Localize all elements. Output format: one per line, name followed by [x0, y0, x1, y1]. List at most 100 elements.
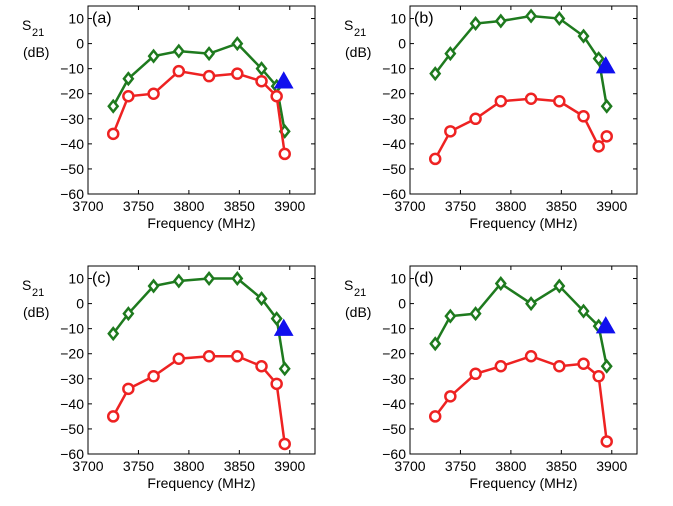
- y-axis-label-main: S: [344, 17, 353, 33]
- x-tick-label: 3900: [596, 198, 627, 214]
- y-axis-label-sub: 21: [354, 287, 366, 299]
- data-point-circle: [255, 360, 268, 373]
- y-tick-label: −50: [382, 421, 406, 437]
- data-point-circle: [600, 130, 613, 143]
- chart-panel-3: 3700 3750 3800 3850 3900 10 0 −10 −20 −30 −40 −50 −6…: [22, 265, 316, 491]
- y-axis-label-main: S: [22, 17, 31, 33]
- y-axis-label-unit: (dB): [345, 44, 371, 60]
- data-point-diamond: [553, 11, 566, 27]
- y-tick-label: −30: [382, 111, 406, 127]
- y-tick-label: 0: [398, 36, 406, 52]
- data-point-diamond: [147, 48, 160, 64]
- data-point-circle: [494, 360, 508, 373]
- series-triangle: [595, 56, 616, 74]
- data-point-diamond: [429, 336, 442, 352]
- series-line: [112, 42, 286, 132]
- data-point-diamond: [203, 46, 216, 62]
- y-tick-label: −50: [60, 421, 84, 437]
- data-point-diamond: [494, 13, 507, 29]
- x-tick-label: 3900: [274, 458, 305, 474]
- chart-panel-1: 3700 3750 3800 3850 3900 10 0 −10 −20 −30 −40 −50 −6…: [22, 5, 316, 231]
- series-circle: [106, 349, 291, 451]
- series-triangle: [595, 316, 616, 334]
- data-point-diamond: [469, 16, 482, 32]
- x-tick-label: 3850: [224, 458, 255, 474]
- y-tick-label: 10: [68, 271, 84, 287]
- y-tick-label: 10: [68, 11, 84, 27]
- data-point-circle: [592, 370, 605, 383]
- y-tick-label: 0: [76, 296, 84, 312]
- data-point-circle: [524, 349, 538, 363]
- data-point-triangle: [595, 316, 616, 334]
- series-line: [434, 14, 608, 107]
- y-axis-label-main: S: [22, 277, 31, 293]
- data-point-circle: [494, 95, 508, 108]
- data-point-diamond: [203, 271, 216, 287]
- y-tick-label: 10: [390, 271, 406, 287]
- data-point-diamond: [147, 278, 160, 294]
- x-tick-label: 3850: [546, 198, 577, 214]
- data-point-diamond: [469, 306, 482, 322]
- x-tick-label: 3750: [123, 198, 154, 214]
- y-axis-label-unit: (dB): [23, 304, 49, 320]
- data-point-circle: [270, 89, 283, 103]
- y-tick-label: −20: [382, 86, 406, 102]
- data-point-circle: [428, 410, 442, 423]
- data-point-circle: [278, 437, 291, 451]
- axes-frame: [87, 265, 316, 455]
- data-point-diamond: [122, 71, 135, 87]
- panel-label: (c): [92, 270, 111, 287]
- data-point-diamond: [577, 28, 590, 44]
- data-point-circle: [577, 110, 590, 123]
- y-tick-label: −40: [382, 136, 406, 152]
- data-point-circle: [106, 127, 120, 141]
- y-tick-label: −60: [382, 186, 406, 202]
- data-point-circle: [553, 360, 566, 373]
- series-triangle: [273, 71, 294, 89]
- data-point-diamond: [107, 326, 120, 342]
- y-tick-label: −50: [60, 161, 84, 177]
- x-axis-label: Frequency (MHz): [469, 215, 577, 231]
- data-point-circle: [600, 435, 613, 448]
- data-point-diamond: [600, 358, 613, 374]
- chart-panel-2: 3700 3750 3800 3850 3900 10 0 −10 −20 −30 −40 −50 −6…: [344, 5, 638, 231]
- y-tick-label: −60: [382, 446, 406, 462]
- y-tick-label: −40: [60, 396, 84, 412]
- series-circle: [106, 64, 291, 161]
- data-point-diamond: [172, 273, 185, 289]
- series-line: [434, 281, 608, 367]
- x-tick-label: 3800: [173, 458, 204, 474]
- y-tick-label: −20: [60, 86, 84, 102]
- y-tick-label: 10: [390, 11, 406, 27]
- x-tick-label: 3850: [224, 198, 255, 214]
- data-point-circle: [577, 357, 590, 371]
- y-tick-label: −40: [60, 136, 84, 152]
- panel-label: (a): [92, 10, 112, 27]
- data-point-diamond: [172, 43, 185, 59]
- data-point-circle: [278, 147, 291, 161]
- data-point-diamond: [107, 98, 120, 114]
- data-point-diamond: [525, 8, 538, 24]
- data-point-diamond: [278, 361, 291, 377]
- data-point-circle: [444, 125, 457, 138]
- x-tick-label: 3900: [274, 198, 305, 214]
- series-circle: [428, 349, 613, 448]
- data-point-circle: [106, 410, 120, 423]
- data-point-circle: [147, 370, 160, 383]
- axes-frame: [409, 5, 638, 195]
- data-point-circle: [524, 92, 538, 105]
- y-axis-label-sub: 21: [32, 27, 44, 39]
- data-point-diamond: [577, 303, 590, 319]
- data-point-circle: [592, 140, 605, 153]
- y-tick-label: −30: [60, 371, 84, 387]
- y-tick-label: −20: [382, 346, 406, 362]
- y-tick-label: −30: [60, 111, 84, 127]
- data-point-circle: [255, 74, 268, 88]
- data-point-diamond: [231, 36, 244, 52]
- data-point-circle: [231, 349, 244, 363]
- series-diamond: [429, 276, 613, 374]
- axes-frame: [87, 5, 316, 195]
- data-point-diamond: [255, 61, 268, 77]
- y-axis-label-sub: 21: [354, 27, 366, 39]
